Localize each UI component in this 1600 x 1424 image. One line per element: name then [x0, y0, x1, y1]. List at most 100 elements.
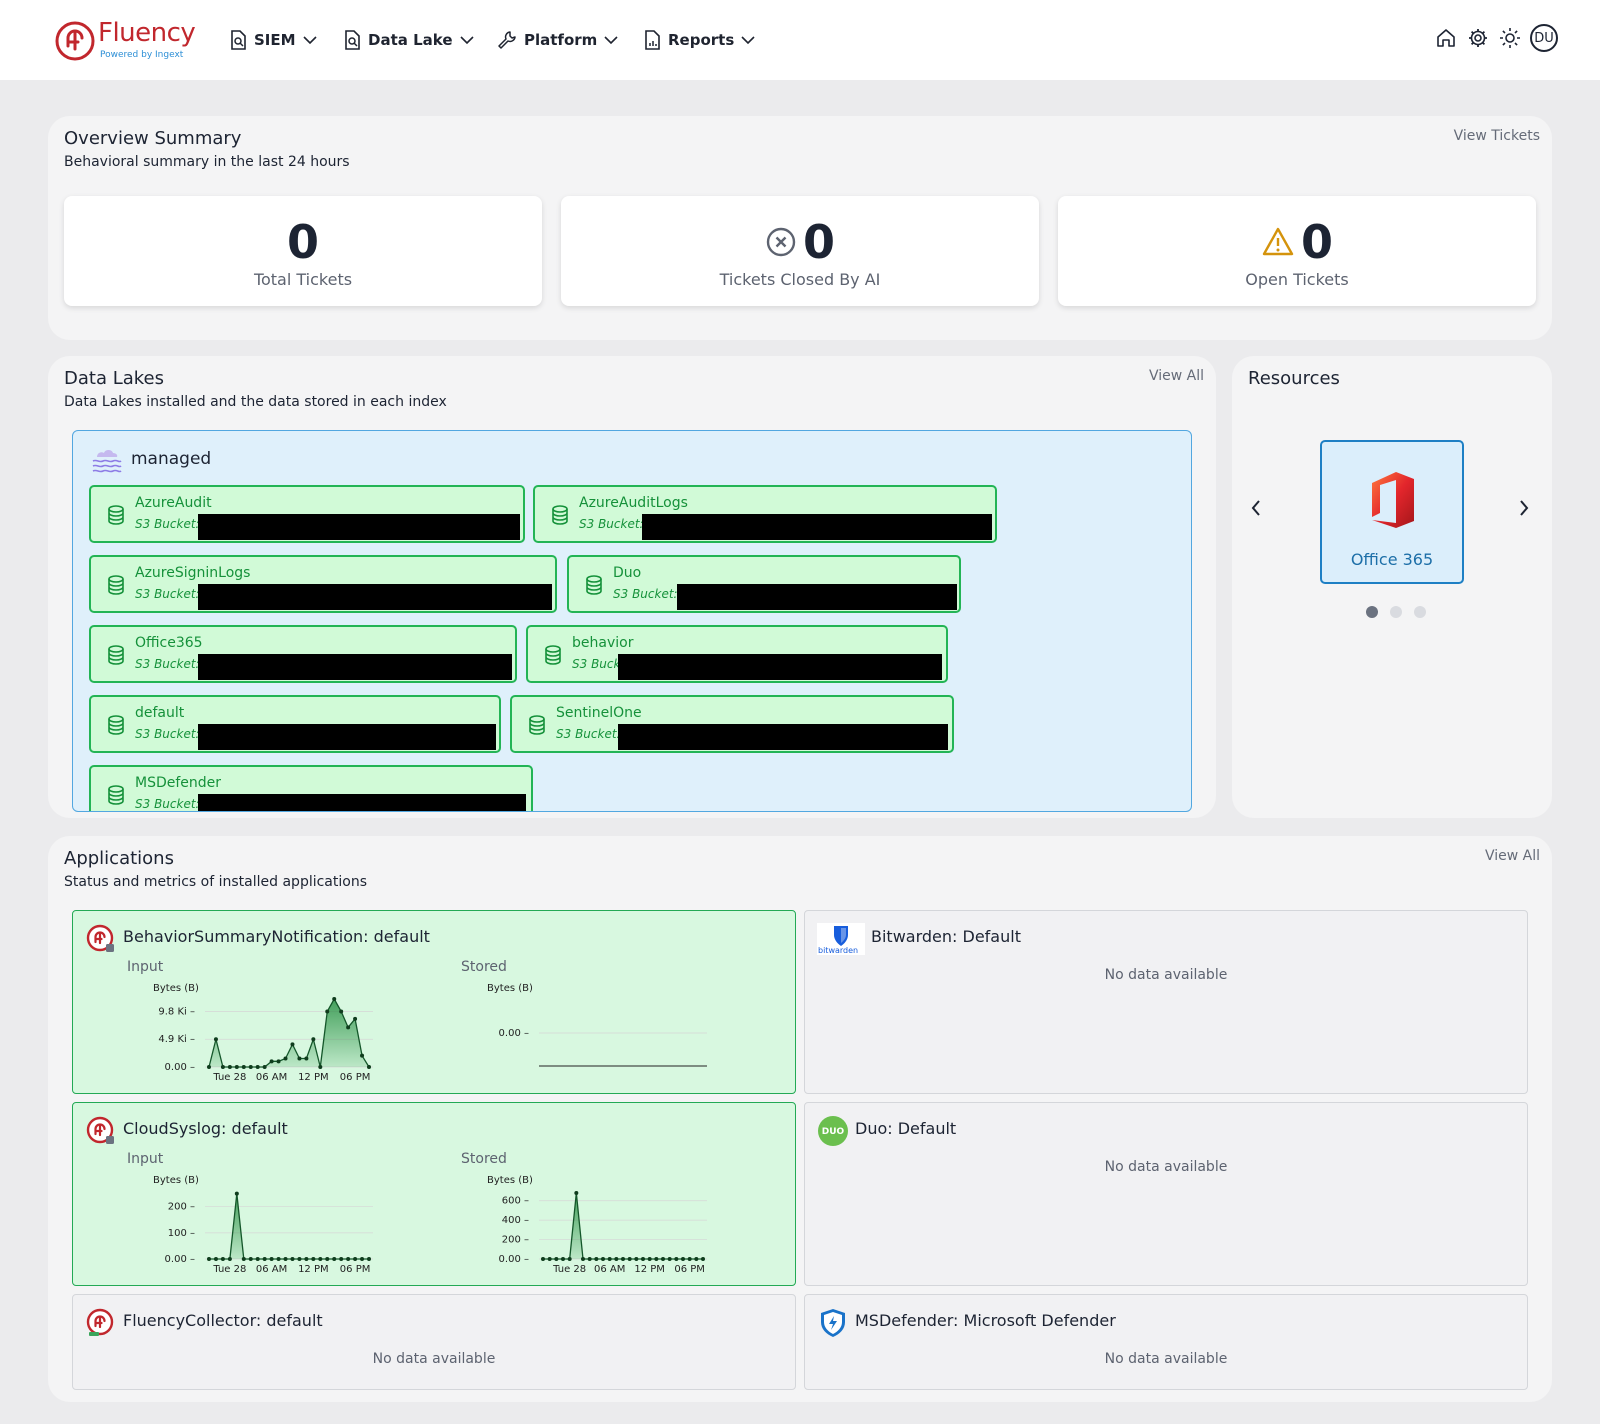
index-bucket-label: S3 Bucket:: [135, 727, 200, 741]
app-card[interactable]: bitwarden Bitwarden: Default No data ava…: [804, 910, 1528, 1094]
data-point: [634, 1257, 639, 1261]
stat-total-tickets[interactable]: 0 Total Tickets: [64, 196, 542, 306]
svg-text:bitwarden: bitwarden: [818, 946, 858, 955]
bitwarden-icon: bitwarden: [817, 923, 865, 955]
redacted-bar: [198, 584, 552, 610]
chevron-down-icon: [741, 36, 755, 45]
data-point: [220, 1065, 225, 1069]
x-tick-label: 06 PM: [340, 1264, 371, 1275]
data-point: [297, 1257, 302, 1261]
data-point: [681, 1257, 685, 1261]
fluency-logo-icon: [55, 21, 95, 61]
nav-reports[interactable]: Reports: [642, 26, 756, 54]
database-icon: [108, 785, 124, 805]
app-card[interactable]: CloudSyslog: default Input Stored Bytes …: [72, 1102, 796, 1286]
carousel-dot[interactable]: [1366, 606, 1378, 618]
defender-shield-icon: [821, 1309, 845, 1337]
app-card[interactable]: BehaviorSummaryNotification: default Inp…: [72, 910, 796, 1094]
data-point: [601, 1257, 605, 1261]
y-tick-label: 0.00 –: [499, 1028, 529, 1039]
index-name: Office365: [135, 635, 203, 651]
data-point: [227, 1065, 232, 1069]
resources-card: Resources Office 365: [1232, 356, 1552, 818]
index-tile[interactable]: Office365 S3 Bucket:: [89, 625, 517, 683]
applications-view-all-link[interactable]: View All: [1484, 848, 1540, 864]
y-tick-label: 0.00 –: [165, 1254, 195, 1265]
nav-platform[interactable]: Platform: [496, 26, 619, 54]
x-tick-label: Tue 28: [212, 1072, 246, 1083]
data-point: [561, 1257, 565, 1261]
app-card[interactable]: MSDefender: Microsoft Defender No data a…: [804, 1294, 1528, 1390]
tickets-closed-label: Tickets Closed By AI: [719, 270, 881, 289]
data-point: [318, 1257, 323, 1261]
x-tick-label: Tue 28: [212, 1264, 246, 1275]
data-point: [248, 1257, 253, 1261]
fluency-logo[interactable]: Fluency Powered by Ingext: [54, 18, 196, 64]
index-tile[interactable]: Duo S3 Bucket:: [567, 555, 961, 613]
nav-data-lake[interactable]: Data Lake: [342, 26, 475, 54]
data-point: [607, 1257, 612, 1261]
index-tile[interactable]: AzureSigninLogs S3 Bucket:: [89, 555, 557, 613]
data-point: [269, 1059, 274, 1064]
resource-label: Office 365: [1350, 550, 1434, 569]
app-title: MSDefender: Microsoft Defender: [855, 1311, 1116, 1330]
y-tick-label: 4.9 Ki –: [158, 1034, 195, 1045]
input-bytes-chart: Bytes (B) 0.00 – 4.9 Ki – 9.8 Ki – Tue 28 06 …: [153, 983, 373, 1083]
y-tick-label: 600 –: [502, 1196, 529, 1207]
database-icon: [108, 715, 124, 735]
data-point: [207, 1065, 211, 1069]
carousel-prev-button[interactable]: [1246, 496, 1266, 520]
data-point: [213, 1037, 218, 1042]
index-tile[interactable]: default S3 Bucket:: [89, 695, 501, 753]
index-tile[interactable]: SentinelOne S3 Bucket:: [510, 695, 954, 753]
stat-open-tickets[interactable]: 0 Open Tickets: [1058, 196, 1536, 306]
data-point: [567, 1257, 572, 1261]
data-point: [255, 1257, 260, 1261]
carousel-next-button[interactable]: [1514, 496, 1534, 520]
app-card[interactable]: DUO Duo: Default No data available: [804, 1102, 1528, 1286]
user-avatar[interactable]: DU: [1530, 24, 1558, 52]
nav-siem[interactable]: SIEM: [228, 26, 318, 54]
data-point: [574, 1190, 579, 1195]
y-tick-label: 0.00 –: [165, 1062, 195, 1073]
redacted-bar: [198, 514, 520, 540]
data-point: [367, 1065, 371, 1069]
open-tickets-label: Open Tickets: [1245, 270, 1349, 289]
gear-icon[interactable]: [1466, 26, 1490, 50]
carousel-dot[interactable]: [1390, 606, 1402, 618]
y-tick-label: 100 –: [168, 1228, 195, 1239]
stat-tickets-closed-by-ai[interactable]: 0 Tickets Closed By AI: [561, 196, 1039, 306]
index-tile[interactable]: behavior S3 Bucket:: [526, 625, 948, 683]
resource-office365[interactable]: Office 365: [1320, 440, 1464, 584]
carousel-dot[interactable]: [1414, 606, 1426, 618]
y-axis-label: Bytes (B): [153, 1175, 199, 1186]
data-lakes-view-all-link[interactable]: View All: [1148, 368, 1204, 384]
brand-name: Fluency: [98, 18, 196, 48]
data-point: [353, 1016, 358, 1021]
data-point: [207, 1257, 211, 1261]
no-data-text: No data available: [1104, 1351, 1228, 1367]
app-card[interactable]: FluencyCollector: default No data availa…: [72, 1294, 796, 1390]
index-tile[interactable]: MSDefender S3 Bucket:: [89, 765, 533, 811]
total-tickets-label: Total Tickets: [253, 270, 353, 289]
data-point: [213, 1257, 218, 1261]
overview-summary-card: Overview Summary Behavioral summary in t…: [48, 116, 1552, 340]
data-lakes-card: Data Lakes Data Lakes installed and the …: [48, 356, 1216, 818]
tickets-closed-value: 0: [802, 215, 835, 269]
y-axis-label: Bytes (B): [487, 1175, 533, 1186]
app-title: Bitwarden: Default: [871, 927, 1021, 946]
redacted-bar: [198, 654, 512, 680]
home-icon[interactable]: [1434, 26, 1458, 50]
data-point: [325, 1257, 330, 1261]
database-icon: [586, 575, 602, 595]
sun-icon[interactable]: [1498, 26, 1522, 50]
index-tile[interactable]: AzureAudit S3 Bucket:: [89, 485, 525, 543]
report-icon: [645, 30, 660, 50]
index-tile[interactable]: AzureAuditLogs S3 Bucket:: [533, 485, 997, 543]
y-axis-label: Bytes (B): [487, 983, 533, 994]
view-tickets-link[interactable]: View Tickets: [1453, 128, 1540, 144]
index-bucket-label: S3 Bucket:: [135, 517, 200, 531]
data-point: [694, 1257, 699, 1261]
series-line: [543, 1192, 703, 1260]
data-point: [367, 1257, 371, 1261]
